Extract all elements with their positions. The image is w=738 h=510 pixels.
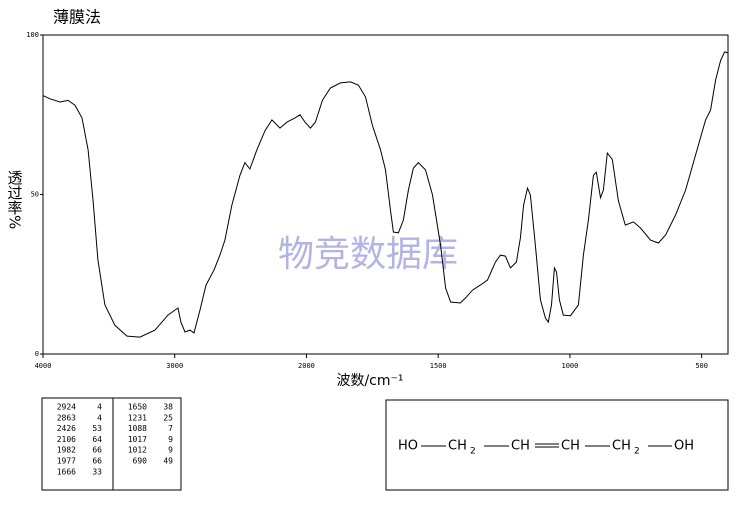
y-axis-label: 透过率% xyxy=(6,170,24,229)
peak-transmittance: 4 xyxy=(97,413,102,422)
peak-transmittance: 7 xyxy=(168,424,173,433)
x-tick-label: 1000 xyxy=(561,362,578,370)
peak-wavenumber: 1982 xyxy=(57,446,76,455)
peak-transmittance: 64 xyxy=(92,435,102,444)
x-tick-label: 1500 xyxy=(430,362,447,370)
structure-frame xyxy=(385,399,729,491)
atom-group: CH xyxy=(448,439,467,454)
spectrum-line xyxy=(42,51,729,338)
x-tick-label: 4000 xyxy=(35,362,52,370)
peak-transmittance: 33 xyxy=(92,467,102,476)
watermark: 物竞数据库 xyxy=(278,234,458,275)
peak-transmittance: 66 xyxy=(92,446,102,455)
peak-table-frame xyxy=(41,397,182,491)
subscript: 2 xyxy=(470,447,476,457)
x-axis-label: 波数/cm⁻¹ xyxy=(336,373,403,389)
peak-wavenumber: 2863 xyxy=(57,413,76,422)
atom-group: CH xyxy=(561,439,580,454)
peak-transmittance: 53 xyxy=(92,424,102,433)
peak-transmittance: 25 xyxy=(163,413,173,422)
plot-frame xyxy=(42,34,729,355)
peak-transmittance: 66 xyxy=(92,457,102,466)
atom-group: CH xyxy=(612,439,631,454)
atom-group: OH xyxy=(674,439,694,454)
peak-wavenumber: 690 xyxy=(133,457,148,466)
peak-wavenumber: 1012 xyxy=(128,446,147,455)
peak-transmittance: 9 xyxy=(168,435,173,444)
peak-wavenumber: 1017 xyxy=(128,435,147,444)
x-tick-label: 500 xyxy=(695,362,708,370)
y-tick-label: 100 xyxy=(26,31,39,39)
peak-wavenumber: 1650 xyxy=(128,403,147,412)
peak-wavenumber: 1977 xyxy=(57,457,76,466)
peak-transmittance: 38 xyxy=(163,403,173,412)
peak-wavenumber: 2426 xyxy=(57,424,76,433)
peak-wavenumber: 1666 xyxy=(57,467,76,476)
subscript: 2 xyxy=(634,447,640,457)
chart-title: 薄膜法 xyxy=(53,8,101,27)
peak-transmittance: 4 xyxy=(97,403,102,412)
x-tick-label: 2000 xyxy=(298,362,315,370)
x-tick-label: 3000 xyxy=(166,362,183,370)
peak-wavenumber: 2924 xyxy=(57,403,76,412)
atom-group: HO xyxy=(398,439,418,454)
peak-wavenumber: 1088 xyxy=(128,424,147,433)
peak-transmittance: 49 xyxy=(163,457,173,466)
peak-wavenumber: 1231 xyxy=(128,413,147,422)
y-tick-label: 50 xyxy=(31,191,39,199)
atom-group: CH xyxy=(511,439,530,454)
y-tick-label: 0 xyxy=(35,350,39,358)
peak-transmittance: 9 xyxy=(168,446,173,455)
peak-wavenumber: 2106 xyxy=(57,435,76,444)
